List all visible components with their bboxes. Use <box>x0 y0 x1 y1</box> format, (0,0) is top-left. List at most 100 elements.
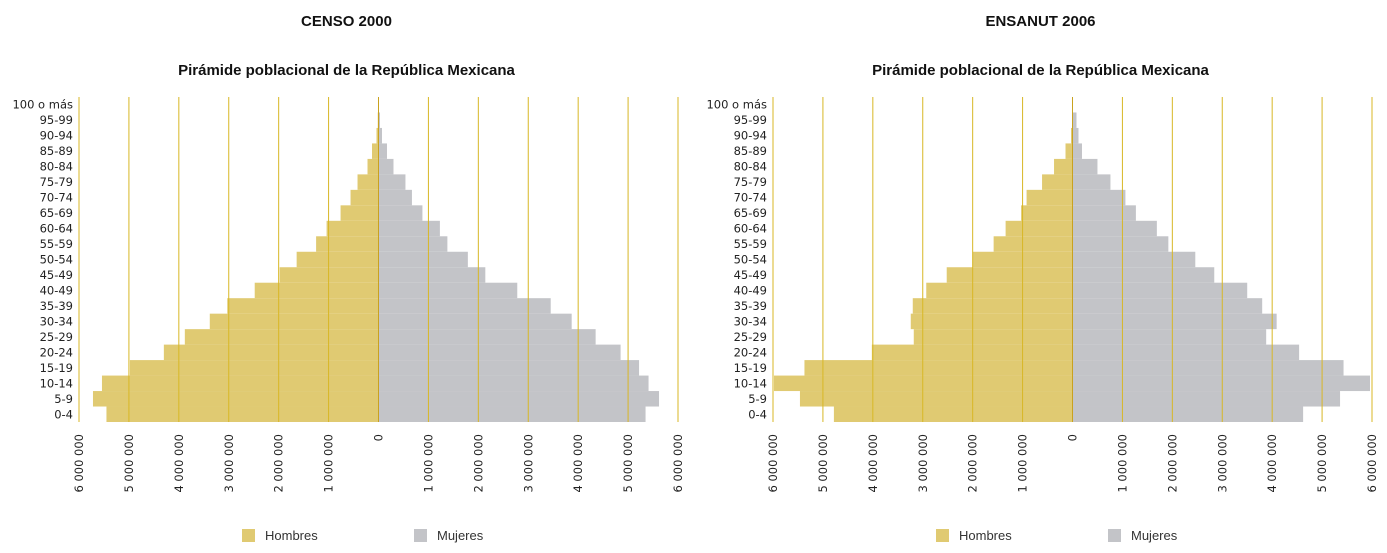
x-tick-label: 6 000 000 <box>766 434 780 493</box>
age-group-label: 15-19 <box>40 361 73 375</box>
bar-hombres <box>326 220 379 237</box>
age-group-label: 75-79 <box>734 175 767 189</box>
bar-mujeres <box>1072 127 1079 144</box>
chart-title: CENSO 2000 <box>301 13 392 30</box>
bar-mujeres <box>1072 112 1077 128</box>
age-group-label: 100 o más <box>706 98 767 112</box>
bar-mujeres <box>378 236 448 252</box>
age-group-label: 65-69 <box>734 206 767 220</box>
age-group-label: 0-4 <box>54 407 73 421</box>
legend-item-hombres: Hombres <box>936 528 1012 543</box>
age-group-label: 60-64 <box>734 222 767 236</box>
chart-subtitle: Pirámide poblacional de la República Mex… <box>178 62 515 79</box>
x-tick-label: 5 000 000 <box>1315 434 1329 493</box>
bar-hombres <box>926 282 1073 299</box>
x-tick-label: 2 000 000 <box>966 434 980 493</box>
legend-swatch-mujeres <box>414 529 427 542</box>
bar-hombres <box>1054 158 1073 175</box>
bar-mujeres <box>1072 329 1267 345</box>
age-group-label: 30-34 <box>40 314 73 328</box>
bar-mujeres <box>378 143 387 159</box>
x-tick-label: 6 000 000 <box>1365 434 1379 493</box>
x-tick-label: 1 000 000 <box>1115 434 1129 493</box>
x-tick-label: 2 000 000 <box>471 434 485 493</box>
bar-mujeres <box>378 406 646 422</box>
age-group-label: 100 o más <box>12 98 73 112</box>
age-group-label: 45-49 <box>734 268 767 282</box>
age-group-label: 15-19 <box>734 361 767 375</box>
age-group-label: 30-34 <box>734 314 767 328</box>
age-group-label: 45-49 <box>40 268 73 282</box>
bar-mujeres <box>1072 298 1263 314</box>
bar-mujeres <box>378 174 406 190</box>
x-tick-label: 4 000 000 <box>172 434 186 493</box>
x-tick-label: 0 <box>372 434 386 441</box>
legend-label-hombres: Hombres <box>959 528 1012 543</box>
bar-hombres <box>350 189 379 206</box>
x-tick-label: 5 000 000 <box>122 434 136 493</box>
age-group-label: 80-84 <box>734 160 767 174</box>
bar-mujeres <box>1072 344 1300 361</box>
age-group-label: 20-24 <box>40 345 73 359</box>
bar-hombres <box>946 267 1073 283</box>
bar-mujeres <box>1072 391 1341 407</box>
bar-hombres <box>799 391 1073 407</box>
bar-mujeres <box>1072 267 1215 283</box>
bar-mujeres <box>378 220 440 237</box>
bar-mujeres <box>378 313 572 330</box>
bar-hombres <box>92 391 379 407</box>
bar-mujeres <box>378 375 649 392</box>
bar-hombres <box>912 298 1073 314</box>
x-tick-label: 1 000 000 <box>421 434 435 493</box>
bar-hombres <box>184 329 379 345</box>
bar-mujeres <box>1072 220 1157 237</box>
bar-mujeres <box>378 360 640 376</box>
age-group-label: 50-54 <box>40 253 73 267</box>
age-group-label: 40-49 <box>40 283 73 297</box>
age-group-label: 40-49 <box>734 283 767 297</box>
bar-hombres <box>227 298 379 314</box>
age-group-label: 85-89 <box>734 144 767 158</box>
x-tick-label: 1 000 000 <box>322 434 336 493</box>
x-tick-label: 6 000 000 <box>72 434 86 493</box>
bar-mujeres <box>378 205 423 221</box>
bar-hombres <box>129 360 379 376</box>
age-group-label: 35-39 <box>40 299 73 313</box>
age-group-label: 50-54 <box>734 253 767 267</box>
x-tick-label: 2 000 000 <box>1165 434 1179 493</box>
bar-hombres <box>340 205 379 221</box>
chart-panel-ensanut-2006: ENSANUT 2006 Pirámide poblacional de la … <box>694 0 1387 553</box>
legend-item-hombres: Hombres <box>242 528 318 543</box>
age-group-label: 35-39 <box>734 299 767 313</box>
age-group-label: 70-74 <box>734 191 767 205</box>
legend-label-mujeres: Mujeres <box>437 528 484 543</box>
bar-hombres <box>163 344 379 361</box>
bar-hombres <box>101 375 379 392</box>
bar-mujeres <box>1072 158 1098 175</box>
x-tick-label: 4 000 000 <box>866 434 880 493</box>
bar-mujeres <box>1072 236 1169 252</box>
bar-hombres <box>913 329 1073 345</box>
bar-hombres <box>804 360 1073 376</box>
x-tick-label: 0 <box>1066 434 1080 441</box>
bar-mujeres <box>1072 174 1111 190</box>
legend-label-mujeres: Mujeres <box>1131 528 1178 543</box>
bar-mujeres <box>1072 189 1126 206</box>
age-group-label: 70-74 <box>40 191 73 205</box>
legend-swatch-hombres <box>242 529 255 542</box>
bar-mujeres <box>378 127 382 144</box>
age-group-label: 85-89 <box>40 144 73 158</box>
age-group-label: 95-99 <box>40 113 73 127</box>
legend-swatch-hombres <box>936 529 949 542</box>
bar-hombres <box>1021 205 1073 221</box>
bar-mujeres <box>378 267 486 283</box>
x-tick-label: 1 000 000 <box>1016 434 1030 493</box>
bar-mujeres <box>1072 282 1248 299</box>
x-tick-label: 6 000 000 <box>671 434 685 493</box>
bar-hombres <box>1026 189 1073 206</box>
x-tick-label: 2 000 000 <box>272 434 286 493</box>
age-group-label: 5-9 <box>748 392 767 406</box>
bar-hombres <box>296 251 379 268</box>
age-group-label: 90-94 <box>734 129 767 143</box>
